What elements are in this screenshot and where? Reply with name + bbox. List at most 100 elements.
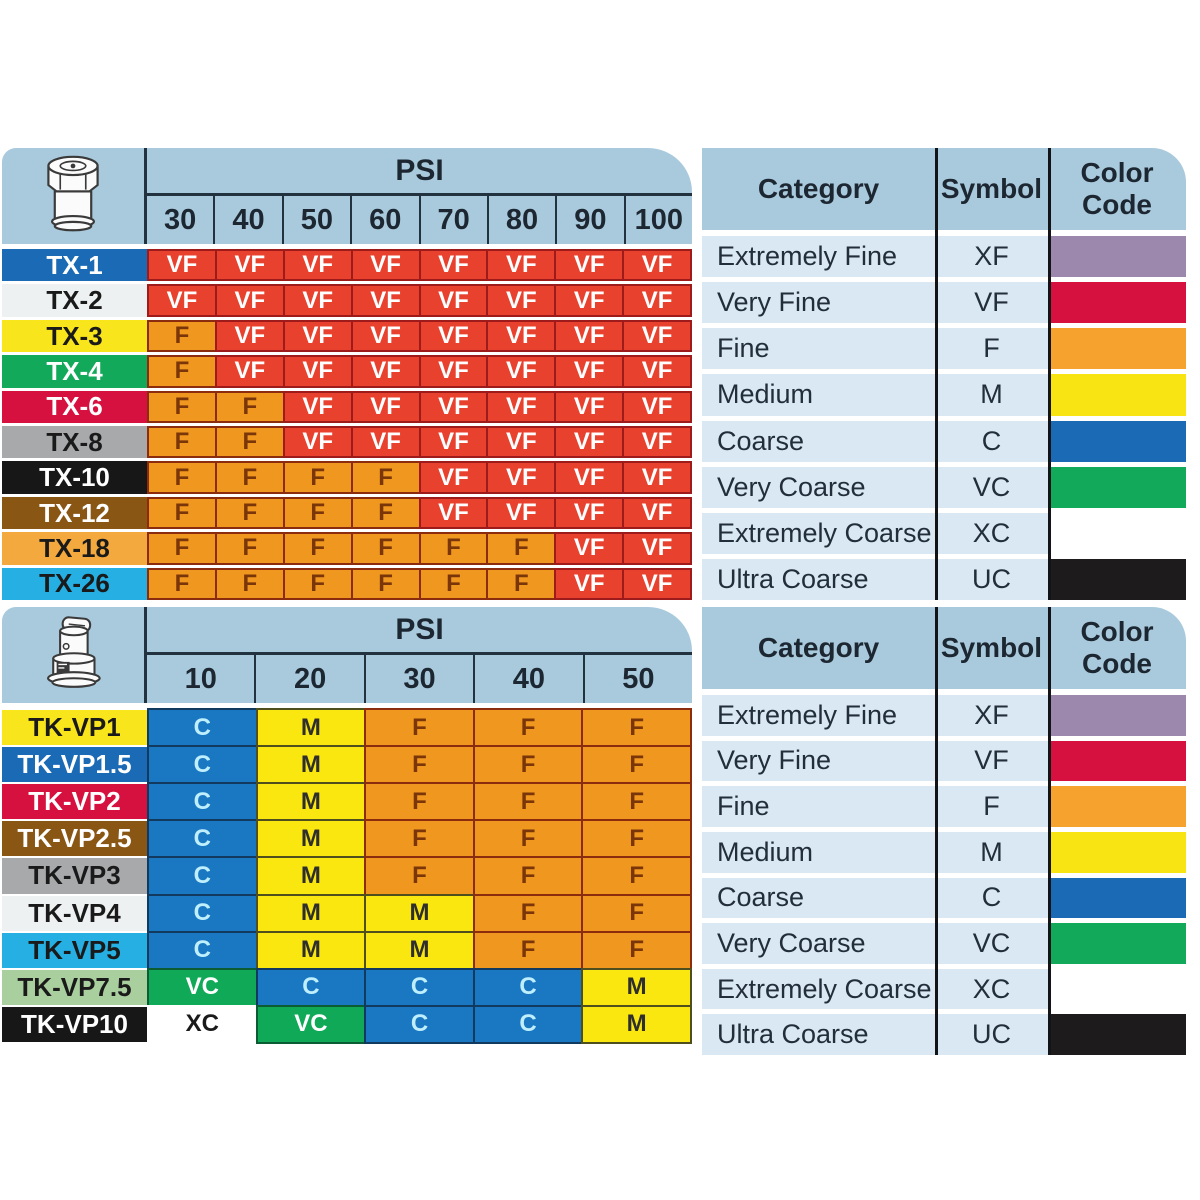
- table-row: TX-26 F F F F F F VF VF: [2, 567, 692, 601]
- grid-cell: VC: [147, 967, 258, 1007]
- grid-cell: VF: [622, 496, 692, 530]
- legend-category: Ultra Coarse: [717, 1019, 869, 1050]
- grid-cell: VF: [282, 249, 353, 282]
- grid-cell: F: [350, 532, 421, 565]
- grid-cell: VF: [418, 496, 489, 530]
- psi-column-header: 30: [147, 196, 216, 244]
- grid-cell: C: [147, 708, 258, 748]
- grid-cell: F: [350, 567, 421, 601]
- droplet-legend-bottom: Category Symbol Color Code Extremely Fin…: [702, 607, 1186, 1055]
- legend-color-swatch: [1048, 1014, 1186, 1055]
- row-label: TK-VP4: [2, 893, 147, 933]
- legend-column-divider: [1048, 607, 1051, 1055]
- row-label: TX-26: [2, 567, 147, 601]
- grid-cell: F: [350, 496, 421, 530]
- color-code-header: Color Code: [1080, 157, 1154, 220]
- legend-category: Ultra Coarse: [717, 563, 869, 594]
- legend-symbol: XC: [972, 973, 1011, 1004]
- legend-category: Coarse: [717, 425, 805, 456]
- grid-cell: F: [581, 893, 692, 933]
- grid-cell: VF: [486, 284, 557, 317]
- grid-cell: VF: [418, 249, 489, 282]
- psi-title: PSI: [147, 607, 692, 655]
- category-header: Category: [757, 632, 880, 663]
- grid-cell: XC: [147, 1004, 258, 1044]
- legend-category: Very Coarse: [717, 927, 866, 958]
- grid-cell: F: [147, 426, 217, 459]
- row-label: TK-VP10: [2, 1004, 147, 1044]
- table-row: TX-8 F F VF VF VF VF VF VF: [2, 426, 692, 459]
- legend-row: Very Coarse VC: [702, 466, 1186, 508]
- legend-color-swatch: [1048, 282, 1186, 324]
- grid-cell: M: [255, 745, 367, 785]
- legend-color-swatch: [1048, 968, 1186, 1010]
- psi-column-header: 100: [634, 203, 683, 236]
- grid-cell: M: [364, 893, 475, 933]
- legend-category: Very Coarse: [717, 471, 866, 502]
- legend-category: Extremely Coarse: [717, 973, 932, 1004]
- legend-row: Extremely Coarse XC: [702, 968, 1186, 1010]
- legend-color-swatch: [1048, 420, 1186, 462]
- legend-row: Coarse C: [702, 420, 1186, 462]
- grid-cell: F: [214, 496, 285, 530]
- grid-cell: VF: [622, 319, 692, 353]
- tx-psi-table: PSI 30 40 50 60 70 80 90 100 TX-1 VF VF VF VF VF VF VF…: [2, 148, 692, 601]
- legend-row: Ultra Coarse UC: [702, 558, 1186, 600]
- grid-cell: F: [364, 819, 475, 859]
- legend-category: Extremely Coarse: [717, 517, 932, 548]
- grid-cell: VF: [418, 461, 489, 494]
- psi-title: PSI: [147, 148, 692, 196]
- psi-column-header: 10: [147, 655, 257, 703]
- grid-cell: VF: [350, 426, 421, 459]
- grid-cell: M: [364, 930, 475, 970]
- legend-header: Category Symbol Color Code: [702, 607, 1186, 689]
- grid-cell: F: [472, 708, 584, 748]
- row-cells: XC VC C C M: [147, 1004, 692, 1044]
- legend-symbol: F: [983, 791, 1000, 822]
- legend-row: Fine F: [702, 786, 1186, 827]
- grid-cell: VF: [350, 390, 421, 424]
- legend-symbol: VC: [972, 471, 1011, 502]
- row-cells: F F F F VF VF VF VF: [147, 461, 692, 494]
- legend-category: Very Fine: [717, 287, 832, 318]
- grid-cell: F: [147, 461, 217, 494]
- psi-column-header: 70: [421, 196, 489, 244]
- grid-cell: VF: [554, 567, 625, 601]
- tx-table-header: PSI 30 40 50 60 70 80 90 100: [2, 148, 692, 244]
- grid-cell: VF: [350, 284, 421, 317]
- grid-cell: F: [581, 745, 692, 785]
- grid-cell: F: [282, 496, 353, 530]
- category-header: Category: [757, 173, 880, 204]
- grid-cell: M: [581, 1004, 692, 1044]
- grid-cell: F: [214, 426, 285, 459]
- psi-column-header: 60: [352, 196, 421, 244]
- grid-cell: M: [581, 967, 692, 1007]
- legend-row: Medium M: [702, 374, 1186, 416]
- row-cells: F F F F F F VF VF: [147, 567, 692, 601]
- row-label: TX-12: [2, 496, 147, 530]
- table-row: TX-2 VF VF VF VF VF VF VF VF: [2, 284, 692, 317]
- legend-category: Medium: [717, 379, 814, 410]
- psi-column-header: 40: [215, 196, 284, 244]
- row-cells: VC C C C M: [147, 967, 692, 1007]
- legend-symbol: UC: [972, 1019, 1011, 1050]
- grid-cell: F: [214, 461, 285, 494]
- table-row: TX-4 F VF VF VF VF VF VF VF: [2, 355, 692, 388]
- grid-cell: VF: [486, 496, 557, 530]
- grid-cell: VF: [486, 390, 557, 424]
- row-cells: F F VF VF VF VF VF VF: [147, 390, 692, 424]
- grid-cell: VF: [486, 249, 557, 282]
- grid-cell: F: [472, 782, 584, 822]
- row-label: TK-VP3: [2, 856, 147, 896]
- row-label: TK-VP1: [2, 708, 147, 748]
- legend-column-divider: [935, 148, 938, 600]
- table-row: TK-VP5 C M M F F: [2, 930, 692, 970]
- table-row: TX-10 F F F F VF VF VF VF: [2, 461, 692, 494]
- grid-cell: F: [214, 567, 285, 601]
- legend-symbol: C: [981, 425, 1002, 456]
- psi-column-header: 50: [622, 662, 655, 695]
- table-row: TX-3 F VF VF VF VF VF VF VF: [2, 319, 692, 353]
- grid-cell: VF: [486, 355, 557, 388]
